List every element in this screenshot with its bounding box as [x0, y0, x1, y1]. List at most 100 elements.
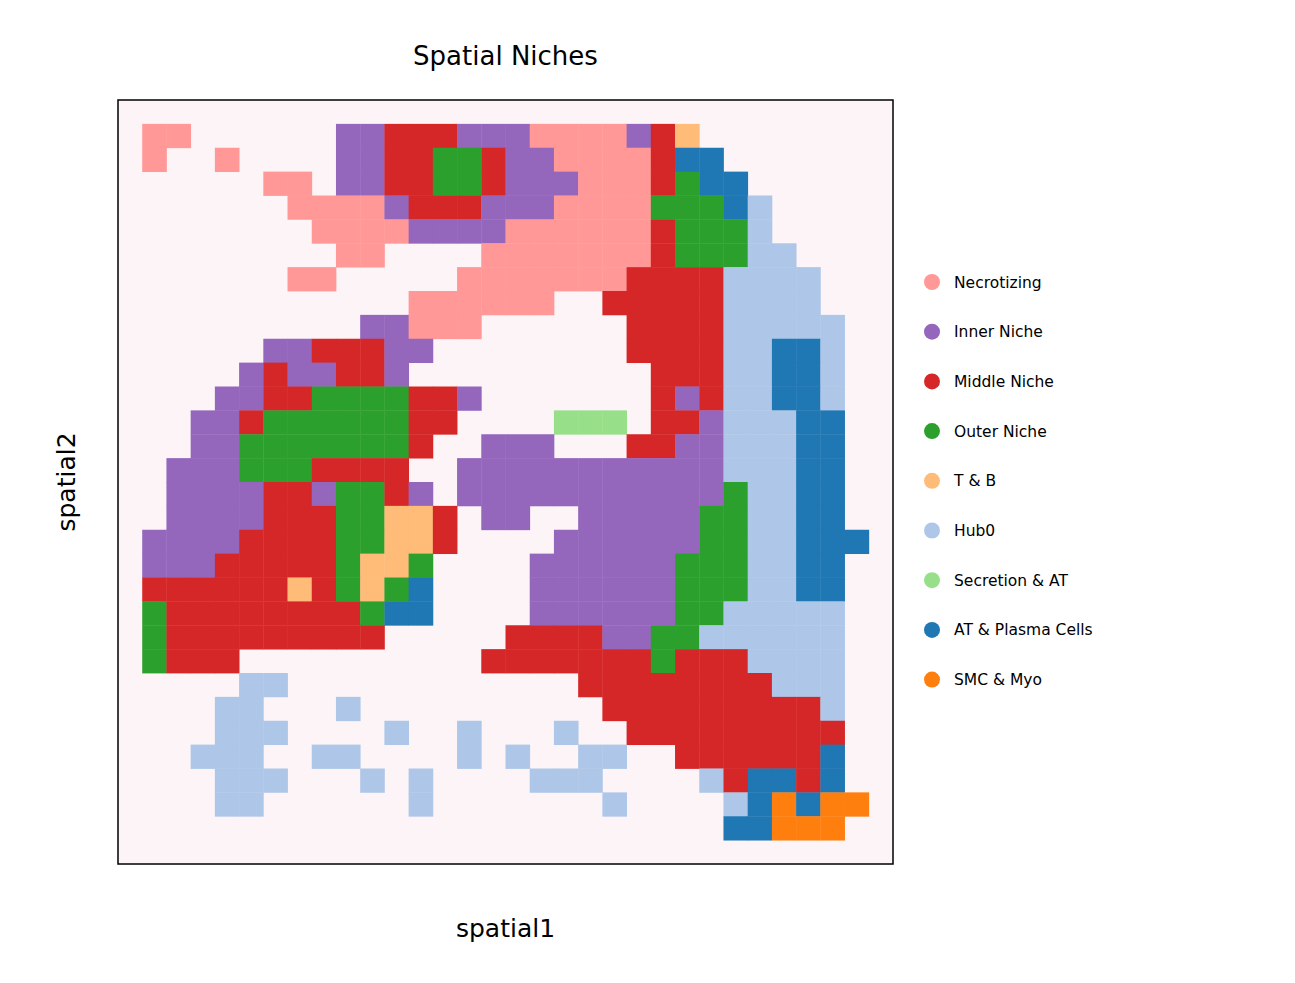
spot-cell: [312, 554, 337, 578]
spot-cell: [772, 339, 797, 363]
spot-cell: [627, 625, 652, 649]
spot-cell: [627, 124, 652, 148]
spot-cell: [288, 458, 313, 482]
spot-cell: [191, 578, 216, 602]
spot-cell: [772, 458, 797, 482]
spot-cell: [675, 243, 700, 267]
spot-cell: [142, 148, 167, 172]
spot-cell: [384, 578, 409, 602]
spot-cell: [166, 578, 191, 602]
spot-cell: [748, 792, 773, 816]
spot-cell: [675, 196, 700, 220]
spot-cell: [384, 458, 409, 482]
spot-cell: [506, 745, 531, 769]
spot-cell: [602, 745, 627, 769]
spot-cell: [457, 458, 482, 482]
legend-marker: [924, 274, 940, 290]
spot-cell: [384, 219, 409, 243]
spot-cell: [796, 339, 821, 363]
legend-label: T & B: [953, 472, 996, 490]
spot-cell: [530, 219, 555, 243]
spot-cell: [772, 506, 797, 530]
legend-label: SMC & Myo: [954, 671, 1042, 689]
spot-cell: [336, 697, 361, 721]
spot-cell: [772, 291, 797, 315]
spot-cell: [627, 721, 652, 745]
spot-cell: [675, 554, 700, 578]
spot-cell: [796, 410, 821, 434]
spot-cell: [360, 410, 385, 434]
spot-cell: [796, 267, 821, 291]
spot-cell: [288, 267, 313, 291]
spot-cell: [772, 243, 797, 267]
spot-cell: [384, 410, 409, 434]
spot-cell: [336, 530, 361, 554]
spot-cell: [384, 554, 409, 578]
spot-cell: [506, 172, 531, 196]
spot-cell: [699, 769, 724, 793]
spot-cell: [433, 506, 458, 530]
spot-cell: [699, 601, 724, 625]
spot-cell: [602, 196, 627, 220]
spot-cell: [360, 434, 385, 458]
spot-cell: [820, 363, 845, 387]
spot-cell: [796, 697, 821, 721]
spot-cell: [796, 434, 821, 458]
spot-cell: [288, 530, 313, 554]
spot-cell: [723, 530, 748, 554]
spot-cell: [409, 196, 434, 220]
spot-cell: [457, 721, 482, 745]
spot-cell: [409, 387, 434, 411]
spot-cell: [748, 387, 773, 411]
spot-cell: [675, 387, 700, 411]
spot-cell: [554, 148, 579, 172]
spot-cell: [820, 315, 845, 339]
spot-cell: [578, 554, 603, 578]
spot-cell: [191, 625, 216, 649]
spot-cell: [627, 578, 652, 602]
spot-cell: [336, 387, 361, 411]
spot-cell: [360, 530, 385, 554]
spot-cell: [748, 601, 773, 625]
spot-cell: [578, 124, 603, 148]
spot-cell: [215, 387, 240, 411]
plot-frame: [118, 100, 893, 864]
spot-cell: [481, 458, 506, 482]
spot-cell: [627, 243, 652, 267]
spot-cell: [530, 124, 555, 148]
spot-cell: [723, 410, 748, 434]
spot-cell: [166, 458, 191, 482]
spot-cell: [506, 267, 531, 291]
spot-cell: [554, 482, 579, 506]
spot-cell: [675, 649, 700, 673]
spot-cell: [288, 601, 313, 625]
spot-cell: [578, 243, 603, 267]
spot-cell: [699, 578, 724, 602]
spot-cell: [578, 649, 603, 673]
spot-cell: [530, 601, 555, 625]
spot-cell: [602, 601, 627, 625]
spot-cell: [312, 410, 337, 434]
spot-cell: [336, 578, 361, 602]
spot-cell: [191, 458, 216, 482]
spot-cell: [820, 625, 845, 649]
spot-cell: [748, 196, 773, 220]
spot-cell: [239, 578, 264, 602]
spot-cell: [360, 554, 385, 578]
spot-cell: [554, 578, 579, 602]
legend-marker: [924, 622, 940, 638]
spot-cell: [263, 482, 288, 506]
spot-cell: [312, 196, 337, 220]
spot-cell: [481, 291, 506, 315]
spot-cell: [288, 196, 313, 220]
spot-cell: [675, 458, 700, 482]
spot-cell: [312, 339, 337, 363]
spot-cell: [723, 363, 748, 387]
spot-cell: [748, 339, 773, 363]
spot-cell: [166, 649, 191, 673]
spot-cell: [239, 482, 264, 506]
spot-cell: [166, 554, 191, 578]
spot-cell: [239, 625, 264, 649]
spot-cell: [723, 697, 748, 721]
spot-cell: [675, 291, 700, 315]
